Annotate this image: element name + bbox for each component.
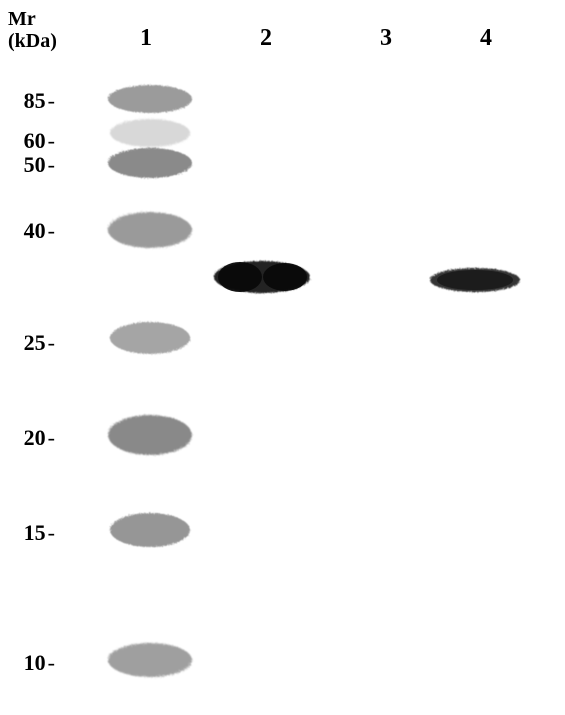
mw-label-20: 20- (5, 425, 55, 451)
ladder-band-10 (108, 643, 192, 677)
ladder-band-25 (110, 322, 190, 354)
sample-band-lane2-right (263, 263, 307, 291)
lane-number-2: 2 (260, 25, 272, 52)
mr-label-line2: (kDa) (8, 30, 57, 52)
mr-label-line1: Mr (8, 8, 36, 30)
mw-label-15: 15- (5, 520, 55, 546)
ladder-band-40 (108, 212, 192, 248)
lane-number-1: 1 (140, 25, 152, 52)
mw-label-25: 25- (5, 330, 55, 356)
sample-band-lane4-core (437, 270, 513, 290)
sample-band-lane2 (214, 261, 310, 293)
lane-number-3: 3 (380, 25, 392, 52)
ladder-band-60 (110, 119, 190, 147)
ladder-band-15 (110, 513, 190, 547)
ladder-band-50 (108, 148, 192, 178)
mr-axis-label: Mr (kDa) (8, 8, 57, 52)
mw-label-40: 40- (5, 218, 55, 244)
sample-band-lane4 (430, 268, 520, 292)
mw-label-60: 60- (5, 128, 55, 154)
lane-number-4: 4 (480, 25, 492, 52)
ladder-band-85 (108, 85, 192, 113)
mw-label-50: 50- (5, 152, 55, 178)
mw-label-10: 10- (5, 650, 55, 676)
ladder-band-20 (108, 415, 192, 455)
gel-svg (0, 0, 565, 715)
mw-label-85: 85- (5, 88, 55, 114)
sample-band-lane2-left (218, 262, 262, 292)
